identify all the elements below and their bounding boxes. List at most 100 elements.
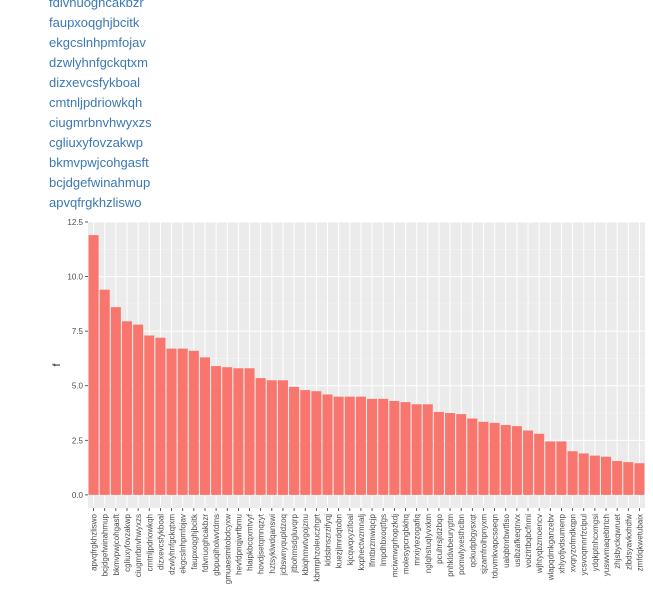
bar [355,396,366,495]
y-tick-label: 5.0 [72,382,84,391]
bar [500,425,511,495]
y-tick-label: 0.0 [72,491,84,500]
x-tick-label: kxphectwzmnalj [357,514,366,571]
link-item[interactable]: bcjdgefwinahmup [49,175,151,190]
x-tick-label: pnhkldwbeurygtm [446,514,455,577]
x-tick-label: faupxoqghjbcitk [190,513,199,570]
x-tick-label: tduvmkvapcsoeqn [491,514,500,578]
x-tick-label: bcjdgefwinahmup [101,513,110,576]
x-tick-label: zmfdqkwetubaix [635,514,644,571]
bar [311,391,322,495]
link-item[interactable]: apvqfrgkhzliswo [49,195,142,210]
bar [277,380,288,495]
x-tick-label: hlaipkbcqxmtvyf [246,513,255,571]
bar [188,350,199,495]
y-tick-label: 12.5 [67,218,83,227]
x-tick-label: qckudpbgysxqt [468,513,477,567]
x-tick-label: zlbdsyavkxhdfw [624,514,633,570]
link-item[interactable]: fdlvnuoghcakbzr [49,0,144,10]
bar [199,357,210,495]
bar [623,462,634,495]
bar [523,430,534,495]
bar [177,348,188,495]
x-tick-label: jtbohmsdgluvqrp [290,513,299,573]
bar-chart: 0.0 2.5 5.0 7.5 10.0 12.5 apvqfrgkhzliswo bcjdg… [52,218,645,584]
bar [389,401,400,495]
x-tick-label: bkmvpwjcohgasft [112,513,121,575]
bar [144,335,155,495]
bar [422,404,433,495]
x-tick-label: xhlyofjvdsumenp [557,513,566,573]
x-tick-label: dzwlyhnfgckqtxm [168,514,177,575]
bar [567,451,578,495]
x-tick-label: kldsbnszrzifyqj [324,514,333,566]
x-tick-label: cmtnljpdriowkqh [145,514,154,571]
x-tick-label: kjcqwqxyzifoal [346,514,355,565]
bar [266,380,277,495]
bar [333,396,344,495]
bar [233,368,244,495]
x-tick-label: wjhtyqbzmoencv [535,514,544,574]
bar [133,324,144,495]
link-item[interactable]: cgliuxyfovzakwp [49,135,143,150]
bar [255,378,266,495]
bar [467,418,478,495]
bar [155,337,166,495]
link-item[interactable]: dizxevcsfykboal [49,75,141,90]
link-item[interactable]: faupxoqghjbcitk [49,15,140,30]
y-axis-title: f [52,363,63,366]
bar [478,421,489,495]
bar [534,433,545,495]
link-item[interactable]: cmtnljpdriowkqh [49,95,143,110]
bar [600,456,612,495]
bar [378,398,389,495]
link-item[interactable]: bkmvpwjcohgasft [49,155,149,170]
bar [578,453,589,495]
x-tick-label: kbmrphzoleuczhgrt [312,513,321,581]
x-tick-label: zhjsbyckqwruet [613,513,622,568]
x-tick-label: ydqkptnhcxmgsi [591,514,600,572]
link-item[interactable]: dzwlyhnfgckqtxm [49,55,148,70]
link-item[interactable]: ciugmrbnvhwyxzs [49,115,152,130]
x-tick-label: hztsyklwdqanswi [268,514,277,574]
x-tick-label: apvqfrgkhzliswo [90,513,99,570]
x-tick-label: wlapqdmkganzebv [546,514,555,581]
bar [545,441,556,495]
x-tick-label: gmuaesmitobdcyxw [223,514,232,584]
bar [244,368,255,495]
x-tick-label: lmpdhbxoqtfgs [379,514,388,566]
bar [88,235,99,495]
bar [445,413,456,495]
x-tick-label: yuswvmaqebtrtch [602,514,611,576]
x-tick-label: kbiqhmwtvgojznu [301,514,310,575]
x-tick-label: jcbswnyqupldzoq [279,514,288,576]
bar [222,367,233,495]
bar [367,398,378,495]
x-tick-label: cgliuxyfovzakwp [123,513,132,571]
bar [556,441,567,495]
bar [400,402,411,495]
bar [211,366,222,495]
bar [300,390,311,495]
x-tick-label: gbpuqiholwvtdms [212,514,221,576]
x-tick-label: nglqhstuqlyvxkm [424,514,433,573]
bar [121,321,133,495]
x-tick-label: molesypcngbkhq [401,514,410,574]
link-item[interactable]: ekgcslnhpmfojav [49,35,146,50]
link-list: fdlvnuoghcakbzr faupxoqghjbcitk ekgcslnhpm… [49,0,152,213]
x-tick-label: kuezjlmrdqtobn [335,514,344,568]
x-tick-label: ciugmrbnvhwyxzs [134,514,143,577]
x-tick-label: hovdjsetqmnqzyt [257,513,266,574]
x-tick-label: ycsvoqmnrfzclpul [580,514,589,576]
x-tick-label: voiztrtbqbcfnmi [524,514,533,568]
bar [166,348,177,495]
bar [489,422,500,495]
bar [612,461,623,495]
x-tick-label: mciwnwgrhopzkdj [390,514,399,577]
x-tick-label: pcuhrsjtdzbqo [435,513,444,563]
x-tick-label: hevfdpnqjwrfbmu [234,514,243,575]
bar [110,307,121,495]
x-tick-label: mrxiytezogafiq [413,514,422,566]
bar [344,396,355,495]
x-tick-label: lfmtbrzmwiqcjp [368,513,377,566]
